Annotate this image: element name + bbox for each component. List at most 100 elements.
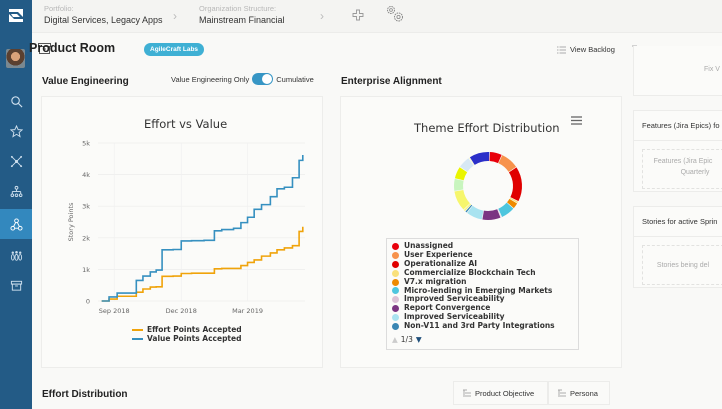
donut-slice[interactable] [509, 197, 519, 203]
effort-vs-value-panel: Effort vs Value 0 1k 2k 3k 4k 5k Sep 2018 Dec 2… [41, 96, 323, 368]
legend-dot [392, 251, 399, 259]
donut-slice[interactable] [454, 167, 468, 181]
portfolio-selector[interactable]: Portfolio: Digital Services, Legacy Apps [44, 4, 163, 25]
legend-dot [392, 260, 399, 268]
x-tick-label: Mar 2019 [232, 307, 263, 315]
organization-value: Mainstream Financial [199, 15, 285, 25]
donut-slice[interactable] [497, 208, 502, 218]
archive-icon [10, 280, 22, 291]
legend-prev-icon[interactable]: ▲ [392, 335, 398, 345]
theme-legend-item[interactable]: Micro-lending in Emerging Markets [392, 286, 573, 296]
donut-slice[interactable] [482, 209, 501, 220]
theme-legend-item[interactable]: Improved Serviceability [392, 295, 573, 304]
theme-legend-item[interactable]: Commercialize Blockchain Tech [392, 267, 573, 278]
search-icon [10, 95, 22, 107]
value-series-line [101, 155, 304, 302]
donut-slice[interactable] [468, 157, 475, 166]
sidebar-item-hierarchy[interactable] [0, 176, 32, 206]
theme-legend-item[interactable]: Non-V11 and 3rd Party Integrations [392, 321, 573, 331]
people-icon [10, 250, 22, 261]
sidebar-item-search[interactable] [0, 86, 32, 116]
theme-legend-label: Report Convergence [404, 303, 491, 313]
chevron-right-icon: › [320, 9, 324, 23]
app-logo[interactable] [0, 0, 32, 30]
theme-donut-chart [453, 152, 523, 220]
legend-dot [392, 242, 399, 250]
donut-slice[interactable] [489, 152, 502, 164]
cumulative-toggle-group: Value Engineering Only Cumulative [171, 73, 314, 85]
legend-value[interactable]: Value Points Accepted [132, 334, 241, 343]
donut-slice[interactable] [508, 167, 523, 202]
theme-legend-label: User Experience [404, 249, 473, 259]
sidebar-item-network[interactable] [0, 146, 32, 176]
theme-legend-item[interactable]: Report Convergence [392, 303, 573, 313]
product-objective-button[interactable]: Product Objective [453, 381, 548, 405]
theme-effort-title: Theme Effort Distribution [414, 121, 560, 135]
theme-legend-item[interactable]: Operationalize AI [392, 259, 573, 269]
donut-slice[interactable] [454, 190, 470, 210]
legend-effort[interactable]: Effort Points Accepted [132, 325, 242, 334]
top-bar: Portfolio: Digital Services, Legacy Apps… [32, 0, 722, 33]
donut-slice[interactable] [463, 203, 472, 212]
theme-legend-item[interactable]: Improved Serviceability [392, 312, 573, 322]
donut-slice[interactable] [467, 205, 484, 220]
filter-icon [558, 389, 566, 397]
view-backlog-link[interactable]: View Backlog [557, 45, 615, 54]
theme-legend-item[interactable]: Unassigned [392, 241, 573, 251]
legend-dot [392, 278, 399, 286]
features-empty-state: Features (Jira Epic Quarterly [642, 149, 722, 189]
star-icon [9, 124, 23, 138]
portfolio-value: Digital Services, Legacy Apps [44, 15, 163, 25]
theme-legend-item[interactable]: User Experience [392, 249, 573, 260]
donut-slice[interactable] [469, 152, 490, 165]
donut-slice[interactable] [506, 198, 518, 209]
legend-effort-label: Effort Points Accepted [147, 325, 242, 334]
theme-legend-item[interactable]: V7.x migration [392, 276, 573, 287]
theme-legend: Unassigned User Experience Operationalize … [386, 238, 579, 350]
list-icon [557, 46, 566, 53]
theme-legend-label: Improved Serviceability [404, 312, 505, 322]
team-badge[interactable]: AgileCraft Labs [144, 43, 205, 56]
toggle-knob [262, 74, 273, 84]
sidebar-item-favorites[interactable] [0, 116, 32, 146]
organization-selector[interactable]: Organization Structure: Mainstream Finan… [199, 4, 285, 25]
legend-value-swatch [132, 337, 143, 340]
chart-menu-icon[interactable] [571, 116, 582, 125]
fix-version-card: Fix V [633, 46, 722, 96]
theme-legend-label: Commercialize Blockchain Tech [404, 267, 536, 277]
x-tick-label: Sep 2018 [99, 307, 130, 315]
sidebar-item-archive[interactable] [0, 270, 32, 300]
donut-slice[interactable] [453, 178, 464, 191]
y-tick-label: 5k [82, 140, 90, 148]
sidebar-item-teams[interactable] [0, 240, 32, 270]
toggle-right-label: Cumulative [276, 74, 314, 84]
features-card: Features (Jira Epics) fo Features (Jira … [633, 110, 722, 192]
network-icon [10, 155, 22, 167]
add-icon[interactable] [352, 9, 364, 21]
nodes-icon [9, 217, 23, 231]
x-tick-label: Dec 2018 [166, 307, 197, 315]
y-tick-label: 4k [82, 171, 90, 179]
persona-button[interactable]: Persona [548, 381, 610, 405]
effort-series-line [101, 226, 304, 302]
y-tick-label: 0 [86, 298, 90, 306]
legend-next-icon[interactable]: ▼ [415, 335, 422, 345]
effort-distribution-title: Effort Distribution [42, 389, 128, 400]
donut-slice[interactable] [460, 158, 474, 172]
theme-legend-label: Non-V11 and 3rd Party Integrations [404, 321, 555, 331]
donut-slice[interactable] [465, 204, 473, 213]
user-avatar[interactable] [6, 49, 25, 68]
features-body-line2: Quarterly [680, 169, 710, 176]
hierarchy-icon [10, 185, 22, 197]
legend-effort-swatch [132, 328, 143, 331]
legend-value-label: Value Points Accepted [147, 334, 242, 343]
page-title: Product Room [29, 41, 116, 55]
legend-dot [392, 314, 399, 322]
theme-legend-label: V7.x migration [404, 276, 467, 286]
chevron-right-icon: › [173, 9, 177, 23]
sidebar-item-product-room[interactable] [0, 209, 32, 239]
settings-gears-icon[interactable] [384, 3, 406, 25]
donut-slice[interactable] [498, 202, 514, 217]
donut-slice[interactable] [498, 155, 517, 172]
cumulative-toggle[interactable] [252, 73, 274, 85]
